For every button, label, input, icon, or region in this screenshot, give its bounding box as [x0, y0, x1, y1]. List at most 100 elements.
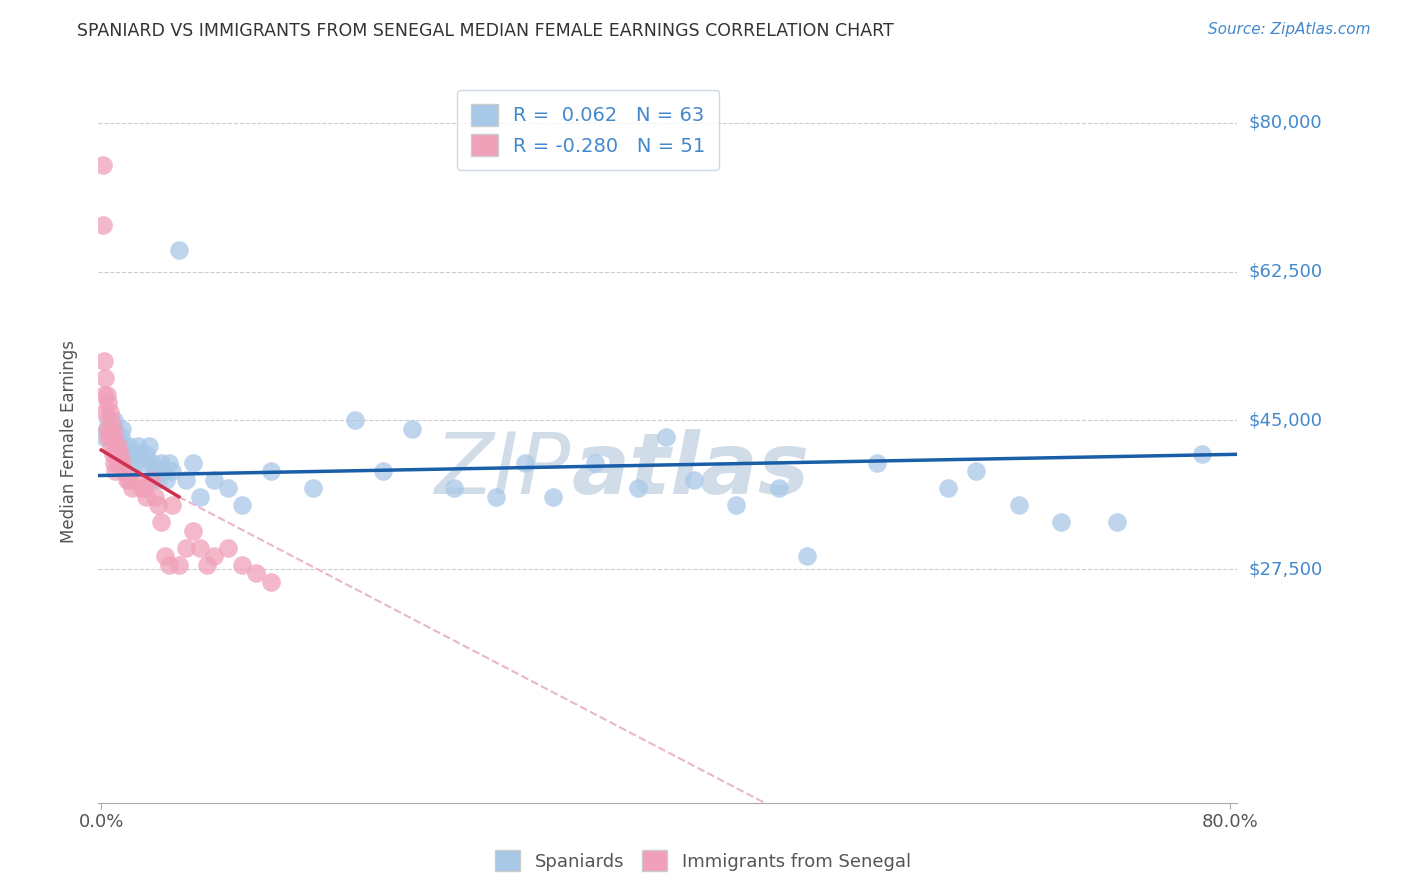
Point [174, 473, 197, 487]
Text: $80,000: $80,000 [1249, 114, 1322, 132]
Point [135, 447, 157, 461]
Point [132, 456, 155, 470]
Point [101, 447, 124, 461]
Point [188, 490, 211, 504]
Point [160, 464, 183, 478]
Point [167, 244, 190, 258]
Point [965, 464, 987, 478]
Point [94, 371, 117, 385]
Point [108, 447, 131, 461]
Point [105, 430, 128, 444]
Point [97, 413, 120, 427]
Point [174, 541, 197, 555]
Point [1107, 516, 1129, 530]
Point [373, 464, 395, 478]
Point [93, 388, 115, 402]
Point [105, 447, 128, 461]
Point [160, 498, 183, 512]
Point [143, 490, 166, 504]
Point [181, 524, 204, 538]
Point [108, 447, 131, 461]
Point [936, 481, 959, 495]
Text: Source: ZipAtlas.com: Source: ZipAtlas.com [1208, 22, 1371, 37]
Point [626, 481, 648, 495]
Point [107, 456, 129, 470]
Point [107, 439, 129, 453]
Point [245, 566, 267, 581]
Point [141, 456, 163, 470]
Point [138, 439, 160, 453]
Point [146, 473, 169, 487]
Point [217, 541, 239, 555]
Point [97, 396, 120, 410]
Point [725, 498, 748, 512]
Point [583, 456, 606, 470]
Point [104, 422, 127, 436]
Point [153, 549, 176, 564]
Point [796, 549, 818, 564]
Point [93, 430, 115, 444]
Point [654, 430, 676, 444]
Point [157, 558, 180, 572]
Point [683, 473, 706, 487]
Legend: Spaniards, Immigrants from Senegal: Spaniards, Immigrants from Senegal [488, 843, 918, 879]
Y-axis label: Median Female Earnings: Median Female Earnings [59, 340, 77, 543]
Point [866, 456, 889, 470]
Point [302, 481, 325, 495]
Point [124, 456, 146, 470]
Point [101, 430, 124, 444]
Point [100, 439, 122, 453]
Point [115, 456, 138, 470]
Point [195, 558, 218, 572]
Point [125, 473, 148, 487]
Point [1191, 447, 1213, 461]
Point [91, 218, 114, 232]
Point [111, 456, 134, 470]
Point [139, 473, 162, 487]
Point [181, 456, 204, 470]
Point [97, 430, 120, 444]
Point [202, 549, 225, 564]
Point [118, 439, 141, 453]
Point [485, 490, 508, 504]
Point [114, 447, 136, 461]
Point [100, 413, 122, 427]
Point [110, 456, 132, 470]
Point [155, 473, 177, 487]
Point [118, 473, 141, 487]
Point [231, 498, 253, 512]
Text: $45,000: $45,000 [1249, 411, 1323, 429]
Point [91, 158, 114, 172]
Point [117, 447, 139, 461]
Point [104, 439, 127, 453]
Point [103, 413, 125, 427]
Point [112, 439, 135, 453]
Point [143, 464, 166, 478]
Point [768, 481, 790, 495]
Point [541, 490, 564, 504]
Point [110, 430, 132, 444]
Point [96, 422, 118, 436]
Point [98, 430, 121, 444]
Point [93, 353, 115, 368]
Text: ZIP: ZIP [434, 429, 571, 512]
Point [401, 422, 423, 436]
Point [111, 422, 134, 436]
Text: $62,500: $62,500 [1249, 262, 1323, 281]
Point [121, 447, 143, 461]
Point [146, 498, 169, 512]
Point [157, 456, 180, 470]
Point [98, 405, 121, 419]
Point [100, 422, 122, 436]
Point [127, 439, 149, 453]
Text: SPANIARD VS IMMIGRANTS FROM SENEGAL MEDIAN FEMALE EARNINGS CORRELATION CHART: SPANIARD VS IMMIGRANTS FROM SENEGAL MEDI… [77, 22, 894, 40]
Point [96, 422, 118, 436]
Text: atlas: atlas [571, 429, 810, 512]
Point [1050, 516, 1073, 530]
Point [202, 473, 225, 487]
Point [513, 456, 536, 470]
Point [135, 490, 157, 504]
Point [259, 574, 281, 589]
Point [96, 388, 118, 402]
Point [112, 464, 135, 478]
